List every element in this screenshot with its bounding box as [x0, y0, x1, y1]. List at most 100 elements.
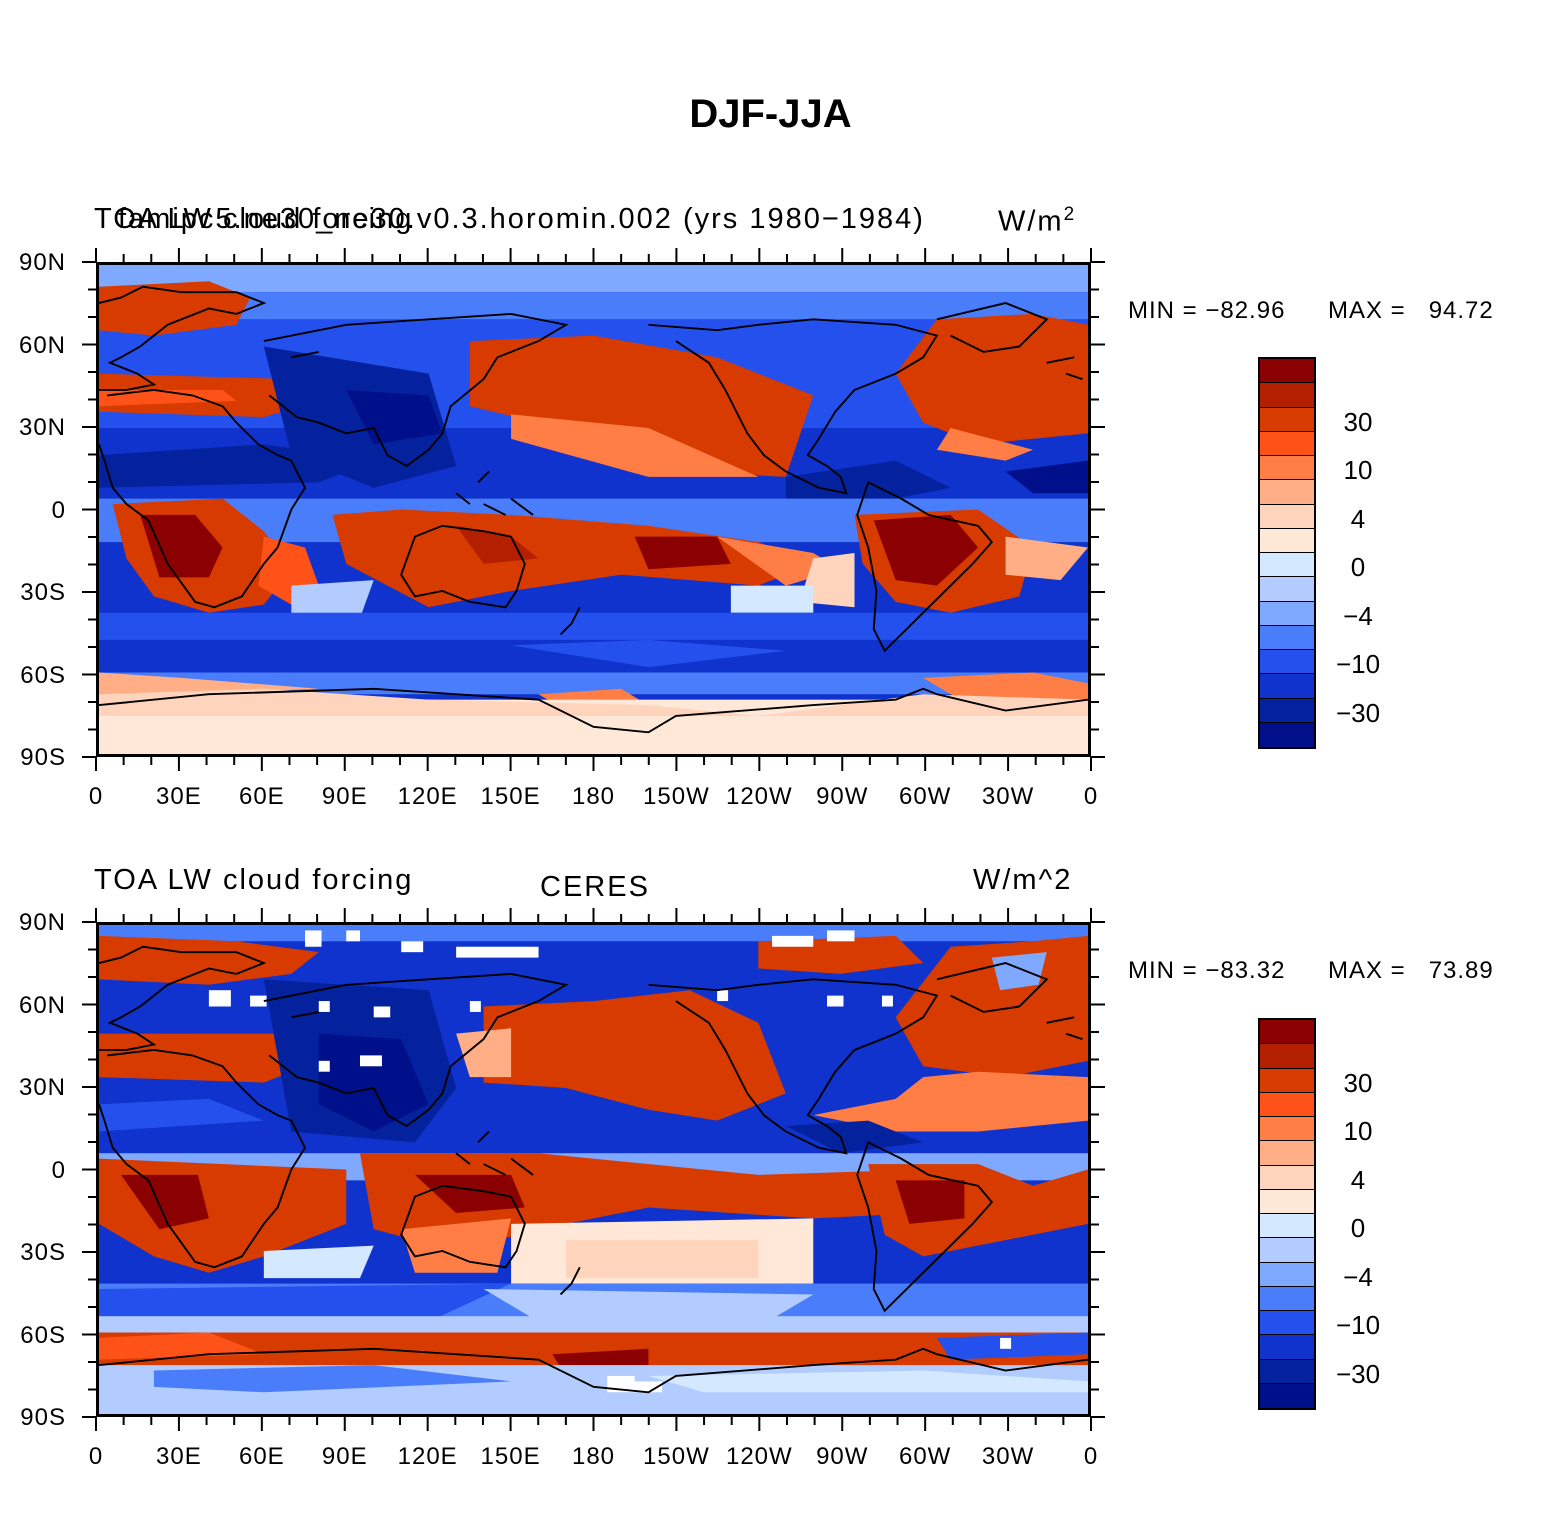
lon-label: 120W [725, 783, 793, 810]
colorbar-swatch [1260, 1238, 1314, 1263]
lon-label: 90W [816, 1443, 869, 1470]
max-label-obs: MAX = 73.89 [1328, 957, 1494, 984]
lon-label: 30E [156, 783, 202, 810]
lat-label: 90S [20, 744, 66, 771]
lat-label: 30S [20, 579, 66, 606]
colorbar-label: 0 [1350, 1213, 1366, 1243]
panel-title-units-obs: W/m^2 [973, 864, 1073, 896]
lon-label: 120W [725, 1443, 793, 1470]
lat-label: 30S [20, 1239, 66, 1266]
colorbar-swatch [1260, 359, 1314, 384]
lon-label: 60W [898, 1443, 952, 1470]
colorbar-label: 4 [1350, 503, 1366, 534]
colorbar-swatch [1260, 480, 1314, 505]
colorbar-swatch [1260, 650, 1314, 675]
lat-label: 60S [20, 661, 66, 689]
lon-label: 0 [1083, 783, 1099, 810]
colorbar-label: −30 [1335, 1358, 1381, 1389]
lon-label: 60W [898, 783, 952, 810]
colorbar-label: −30 [1335, 697, 1381, 728]
lon-label: 90E [321, 1443, 368, 1470]
lat-label: 0 [51, 1156, 66, 1184]
field-obs [99, 925, 1088, 1414]
lon-label: 30W [981, 783, 1035, 810]
colorbar-swatch [1260, 1044, 1314, 1069]
panel-title-left-obs: TOA LW cloud forcing [94, 864, 414, 896]
lon-label: 30E [156, 1443, 202, 1470]
lat-label: 0 [51, 496, 66, 524]
map-obs [96, 922, 1091, 1417]
lat-label: 30N [18, 1074, 66, 1101]
colorbar-swatch [1260, 504, 1314, 529]
lon-label: 0 [88, 783, 104, 810]
lon-label: 0 [1083, 1443, 1099, 1470]
lon-label: 60E [238, 783, 285, 810]
lat-label: 90N [18, 909, 66, 936]
panel-title-left: TOA LW cloud forcing [94, 203, 414, 235]
colorbar-swatch [1260, 1092, 1314, 1117]
colorbar-swatch [1260, 553, 1314, 578]
colorbar-label: −4 [1343, 1261, 1373, 1292]
colorbar-swatch [1260, 456, 1314, 481]
colorbar-swatch [1260, 1141, 1314, 1166]
colorbar-swatch [1260, 1165, 1314, 1190]
colorbar-swatch [1260, 1020, 1314, 1045]
lat-label: 60S [20, 1321, 66, 1349]
colorbar-swatch [1260, 1359, 1314, 1384]
lon-label: 150E [480, 1443, 541, 1470]
colorbar-swatch [1260, 1335, 1314, 1360]
colorbar-swatch [1260, 601, 1314, 626]
colorbar-swatch [1260, 1286, 1314, 1311]
lon-label: 150W [643, 783, 710, 810]
lat-label: 60N [18, 331, 66, 359]
coastlines-obs [99, 945, 1088, 1394]
max-label-model: MAX = 94.72 [1328, 297, 1494, 324]
main-title: DJF-JJA [689, 92, 852, 136]
map-model [96, 262, 1091, 757]
colorbar-swatch [1260, 674, 1314, 699]
colorbar-model [1258, 357, 1316, 749]
colorbar-swatch [1260, 528, 1314, 553]
colorbar-swatch [1260, 1311, 1314, 1336]
colorbar-swatch [1260, 1189, 1314, 1214]
colorbar-swatch [1260, 722, 1314, 747]
lon-label: 90W [816, 783, 869, 810]
lat-label: 90N [18, 249, 66, 276]
colorbar-swatch [1260, 383, 1314, 408]
colorbar-label: 4 [1350, 1164, 1366, 1195]
min-label-obs: MIN = −83.32 [1128, 957, 1286, 984]
lat-label: 90S [20, 1404, 66, 1431]
colorbar-swatch [1260, 698, 1314, 723]
lon-label: 150W [643, 1443, 710, 1470]
colorbar-swatch [1260, 1383, 1314, 1408]
colorbar-label: 10 [1343, 455, 1373, 485]
lon-label: 0 [88, 1443, 104, 1470]
colorbar-swatch [1260, 1117, 1314, 1142]
colorbar-label: −10 [1335, 649, 1381, 679]
colorbar-label: 30 [1343, 406, 1373, 437]
lon-label: 150E [480, 783, 541, 810]
colorbar-label: 10 [1343, 1116, 1373, 1146]
colorbar-swatch [1260, 1068, 1314, 1093]
lon-label: 180 [571, 783, 616, 810]
colorbar-label: −10 [1335, 1310, 1381, 1340]
lon-label: 180 [571, 1443, 616, 1470]
lon-label: 90E [321, 783, 368, 810]
colorbar-label: 30 [1343, 1067, 1373, 1098]
coastlines-model [99, 285, 1088, 734]
min-label-model: MIN = −82.96 [1128, 297, 1286, 324]
lat-label: 30N [18, 414, 66, 441]
lon-label: 120E [397, 783, 458, 810]
panel-title-case: famipc5.ne30_ne30.v0.3.horomin.002 (yrs … [118, 203, 925, 235]
colorbar-swatch [1260, 407, 1314, 432]
colorbar-swatch [1260, 1262, 1314, 1287]
panel-title-center-obs: CERES [540, 871, 650, 903]
colorbar-swatch [1260, 625, 1314, 650]
panel-title-units: W/m2 [998, 204, 1077, 238]
colorbar-swatch [1260, 431, 1314, 456]
colorbar-swatch [1260, 1214, 1314, 1239]
lat-label: 60N [18, 991, 66, 1019]
colorbar-swatch [1260, 577, 1314, 602]
